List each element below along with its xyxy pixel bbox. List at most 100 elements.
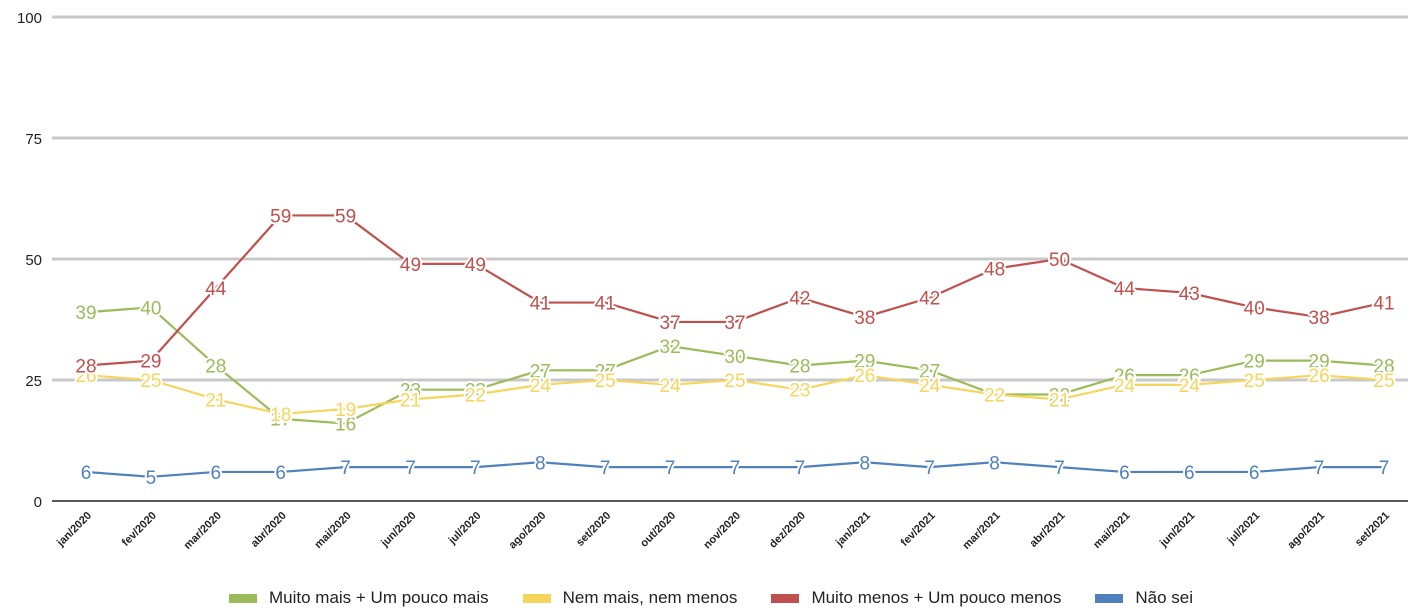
data-label: 50 (1049, 250, 1070, 271)
gridlines (52, 15, 1408, 502)
data-label: 21 (400, 390, 421, 411)
x-tick-label: fev/2020 (120, 510, 159, 549)
data-label: 29 (140, 352, 161, 373)
legend-swatch (229, 593, 257, 603)
data-label: 25 (140, 371, 161, 392)
x-tick-label: mar/2020 (182, 510, 224, 552)
x-tick-label: abr/2020 (249, 510, 289, 550)
data-label: 37 (724, 313, 745, 334)
data-label: 26 (1179, 366, 1200, 387)
legend-label: Muito menos + Um pouco menos (811, 588, 1062, 607)
y-tick-label: 100 (17, 10, 42, 27)
x-tick-label: mar/2021 (960, 510, 1002, 552)
legend-label: Não sei (1135, 588, 1193, 607)
legend-swatch (1095, 593, 1124, 603)
data-label: 23 (465, 381, 486, 402)
data-label: 38 (854, 308, 875, 329)
x-tick-label: nov/2020 (701, 510, 743, 552)
data-label: 22 (1049, 386, 1070, 407)
data-label: 24 (1114, 376, 1136, 397)
data-label: 22 (984, 386, 1005, 407)
x-tick-label: jan/2021 (833, 510, 873, 550)
data-label: 32 (660, 337, 681, 358)
data-label: 27 (919, 361, 940, 382)
x-tick-label: fev/2021 (899, 510, 938, 549)
x-tick-label: jul/2020 (446, 510, 484, 548)
data-label: 24 (919, 376, 941, 397)
data-label: 21 (205, 390, 226, 411)
x-axis: jan/2020 fev/2020 mar/2020 abr/2020 mai/2020… (54, 510, 1392, 552)
y-tick-label: 50 (25, 252, 42, 269)
x-tick-label: mai/2021 (1091, 510, 1132, 551)
series-lines (85, 214, 1385, 478)
data-label: 29 (1309, 352, 1330, 373)
data-label: 23 (789, 381, 810, 402)
data-label: 24 (1179, 376, 1201, 397)
series-line (85, 214, 1385, 367)
data-label: 6 (1119, 463, 1130, 484)
data-label: 7 (730, 458, 741, 479)
data-label: 49 (465, 255, 486, 276)
data-label: 25 (595, 371, 616, 392)
x-tick-label: set/2020 (574, 510, 613, 549)
data-label: 22 (984, 386, 1005, 407)
data-label: 7 (665, 458, 676, 479)
y-tick-label: 75 (25, 131, 42, 148)
data-label: 26 (1114, 366, 1135, 387)
data-label: 16 (335, 415, 356, 436)
data-label: 7 (600, 458, 611, 479)
data-label: 44 (205, 279, 227, 300)
data-label: 6 (81, 463, 92, 484)
data-label: 48 (984, 260, 1005, 281)
x-tick-label: ago/2021 (1285, 510, 1327, 552)
legend-swatch (522, 593, 551, 603)
data-label: 7 (405, 458, 416, 479)
data-label: 39 (75, 303, 96, 324)
legend-item: Não sei (1095, 588, 1193, 608)
legend-label: Nem mais, nem menos (562, 588, 738, 607)
data-label: 29 (1244, 352, 1265, 373)
data-label: 21 (1049, 390, 1070, 411)
data-label: 40 (1244, 298, 1265, 319)
data-label: 42 (919, 289, 940, 310)
data-label: 6 (1184, 463, 1195, 484)
x-tick-label: set/2021 (1353, 510, 1392, 549)
x-tick-label: mai/2020 (312, 510, 353, 551)
data-label: 7 (795, 458, 806, 479)
series-line (85, 374, 1385, 415)
data-label: 22 (465, 386, 486, 407)
x-tick-label: ago/2020 (507, 510, 549, 552)
data-label: 41 (530, 294, 551, 315)
data-label: 19 (335, 400, 356, 421)
data-label: 40 (140, 298, 161, 319)
data-label: 26 (1309, 366, 1330, 387)
data-label: 25 (1373, 371, 1394, 392)
series-line (85, 461, 1384, 478)
data-label: 41 (1373, 294, 1394, 315)
legend-label: Muito mais + Um pouco mais (269, 588, 489, 607)
data-label: 7 (470, 458, 481, 479)
data-label: 23 (400, 381, 421, 402)
legend-item: Nem mais, nem menos (522, 588, 738, 608)
data-label: 41 (595, 294, 616, 315)
data-label: 28 (1373, 356, 1394, 377)
data-label: 6 (275, 463, 286, 484)
data-label: 8 (989, 453, 1000, 474)
data-label: 26 (854, 366, 875, 387)
data-label: 5 (146, 468, 157, 489)
data-label: 17 (270, 410, 291, 431)
data-label: 27 (595, 361, 616, 382)
data-label: 7 (1314, 458, 1325, 479)
x-tick-label: dez/2020 (767, 510, 808, 551)
data-label: 28 (75, 356, 96, 377)
data-label: 25 (724, 371, 745, 392)
data-label: 6 (211, 463, 222, 484)
data-label: 8 (860, 453, 871, 474)
x-tick-label: jun/2021 (1157, 510, 1197, 550)
data-label: 43 (1179, 284, 1200, 305)
data-label: 37 (660, 313, 681, 334)
data-label: 7 (924, 458, 935, 479)
x-tick-label: abr/2021 (1028, 510, 1068, 550)
data-label: 49 (400, 255, 421, 276)
